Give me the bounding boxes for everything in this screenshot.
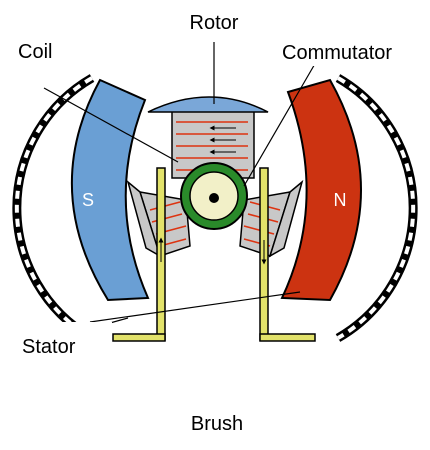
label-stator-box: Stator (0, 322, 112, 394)
rotor-cap (147, 96, 269, 113)
label-rotor-box: Rotor (112, 0, 360, 40)
label-coil-box: Coil (8, 38, 70, 66)
label-brush: Brush (191, 413, 243, 435)
brush-current-arrows (158, 237, 267, 265)
label-brush-box: Brush (172, 406, 262, 440)
label-coil: Coil (18, 41, 52, 63)
label-stator: Stator (22, 336, 76, 358)
shaft-center (209, 193, 219, 203)
motor-housing (12, 74, 418, 342)
leader-lines (43, 42, 317, 329)
north-magnet (280, 78, 362, 302)
current-arrows (209, 125, 236, 155)
label-rotor: Rotor (190, 12, 239, 34)
label-commutator-box: Commutator (276, 40, 416, 66)
south-pole-label: S (82, 190, 94, 210)
label-commutator: Commutator (282, 42, 392, 64)
north-pole-label: N (334, 190, 347, 210)
